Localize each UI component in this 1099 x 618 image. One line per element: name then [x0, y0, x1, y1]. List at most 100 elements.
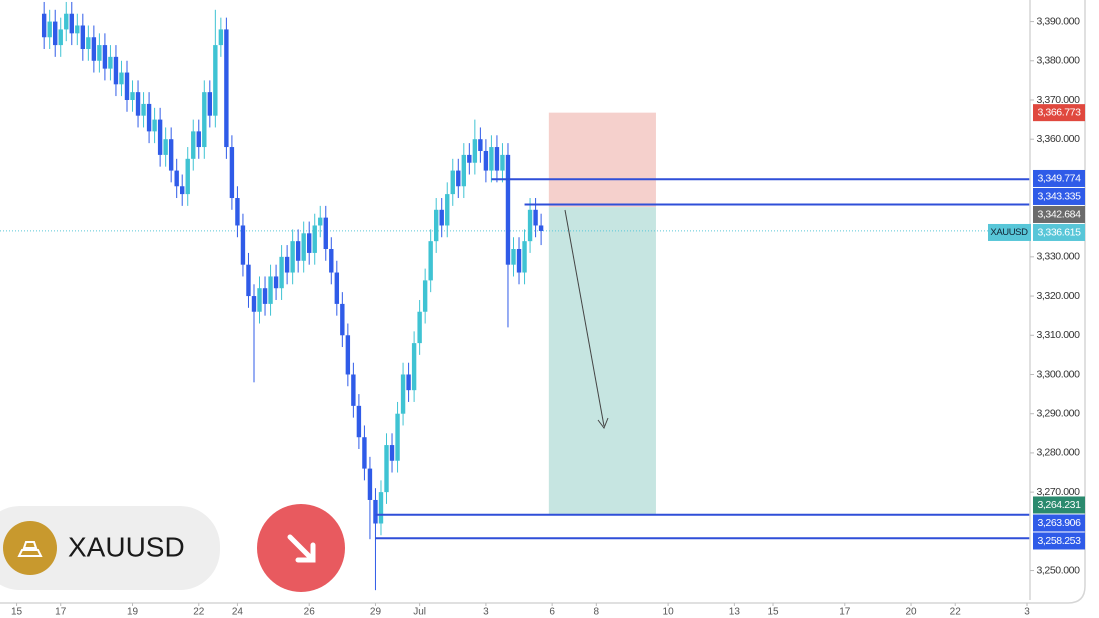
y-tick-label: 3,380.000 — [1036, 55, 1080, 67]
candle-body — [213, 45, 218, 116]
price-axis: 3,390.000 3,380.000 3,370.000 3,360.000 3,33… — [988, 15, 1085, 576]
candle-body — [516, 249, 522, 273]
candle-body — [362, 437, 367, 469]
candle-body — [472, 139, 478, 163]
candle-body — [130, 92, 135, 100]
x-tick-label: Jul — [413, 607, 426, 618]
candle-body — [69, 13, 74, 34]
candle-body — [191, 131, 196, 159]
candle-body — [53, 21, 58, 46]
y-tick-label: 3,360.000 — [1036, 133, 1080, 145]
candle-body — [505, 154, 511, 265]
candle-body — [41, 13, 47, 38]
candle-body — [340, 303, 345, 336]
x-tick-label: 3 — [483, 607, 489, 618]
candle-body — [295, 241, 301, 261]
candle-body — [527, 209, 533, 242]
candle-body — [246, 264, 251, 297]
candle-body — [290, 241, 295, 273]
target-zone — [548, 207, 656, 515]
candle-body — [378, 492, 384, 524]
price-label: 3,342.684 — [1037, 208, 1081, 220]
x-tick-label: 15 — [11, 607, 23, 618]
price-label: 3,343.335 — [1037, 190, 1081, 202]
x-tick-label: 26 — [304, 607, 316, 618]
candle-body — [345, 335, 351, 375]
candle-body — [533, 209, 538, 226]
price-label-box — [1033, 187, 1085, 205]
candle-body — [467, 154, 472, 163]
candle-body — [202, 92, 207, 148]
x-tick-label: 22 — [193, 607, 205, 618]
candle-body — [400, 374, 406, 414]
candle-body — [152, 119, 157, 132]
x-tick-label: 24 — [232, 607, 244, 618]
candle-body — [235, 198, 240, 226]
price-label-box — [1033, 104, 1085, 122]
x-tick-label: 8 — [594, 607, 600, 618]
candle-body — [124, 72, 130, 100]
x-tick-label: 6 — [549, 607, 555, 618]
candle-body — [389, 445, 395, 461]
candle-body — [406, 374, 411, 391]
y-tick-label: 3,330.000 — [1036, 251, 1080, 263]
candle-body — [538, 225, 544, 231]
candle-body — [229, 147, 235, 199]
symbol-name: XAUUSD — [68, 531, 185, 562]
candle-body — [329, 249, 334, 273]
price-label: 3,336.615 — [1037, 226, 1081, 238]
price-label-box — [1033, 532, 1085, 550]
y-tick-label: 3,290.000 — [1036, 407, 1080, 419]
price-label-box — [1033, 169, 1085, 187]
badge-bg — [0, 506, 220, 590]
price-label-box — [1033, 205, 1085, 223]
candle-body — [301, 233, 306, 261]
candle-body — [500, 154, 505, 171]
candle-body — [113, 56, 119, 85]
x-tick-label: 13 — [729, 607, 741, 618]
symbol-badge: XAUUSD — [0, 506, 220, 590]
price-label: 3,349.774 — [1037, 172, 1081, 184]
symbol-tag: XAUUSD — [990, 227, 1028, 238]
candle-body — [384, 445, 389, 493]
price-label: 3,258.253 — [1037, 535, 1081, 547]
candle-body — [367, 468, 373, 500]
candle-body — [108, 56, 113, 69]
x-tick-label: 19 — [127, 607, 139, 618]
x-tick-label: 15 — [767, 607, 779, 618]
candle-body — [417, 311, 422, 344]
candle-body — [141, 103, 146, 116]
price-label-box — [1033, 223, 1085, 241]
price-label: 3,263.906 — [1037, 517, 1081, 529]
candle-body — [86, 37, 91, 50]
candle-body — [168, 139, 174, 171]
candle-body — [522, 241, 527, 273]
plot — [0, 1, 1030, 591]
candle-body — [312, 225, 317, 253]
candle-body — [218, 29, 224, 46]
candle-body — [373, 499, 378, 524]
candle-body — [395, 413, 400, 461]
candle-body — [439, 209, 444, 226]
candle-body — [334, 272, 340, 304]
candle-body — [97, 45, 102, 61]
candle-body — [428, 241, 433, 281]
y-tick-label: 3,300.000 — [1036, 368, 1080, 380]
x-tick-label: 22 — [950, 607, 962, 618]
x-tick-label: 20 — [905, 607, 917, 618]
candle-body — [483, 150, 489, 171]
candle-body — [196, 131, 201, 148]
time-axis: 15 17 19 22 24 26 29 Jul 3 6 8 10 13 15 17 20 22 3 — [11, 603, 1030, 618]
x-tick-label: 29 — [370, 607, 382, 618]
candle-body — [351, 374, 356, 406]
candle-body — [47, 21, 52, 38]
candle-body — [433, 209, 439, 242]
candle-body — [318, 217, 323, 226]
candle-body — [478, 139, 483, 151]
candle-body — [185, 158, 190, 195]
candle-body — [207, 92, 213, 116]
y-tick-label: 3,250.000 — [1036, 564, 1080, 576]
arrow-head — [597, 417, 609, 430]
price-label-box — [1033, 496, 1085, 514]
